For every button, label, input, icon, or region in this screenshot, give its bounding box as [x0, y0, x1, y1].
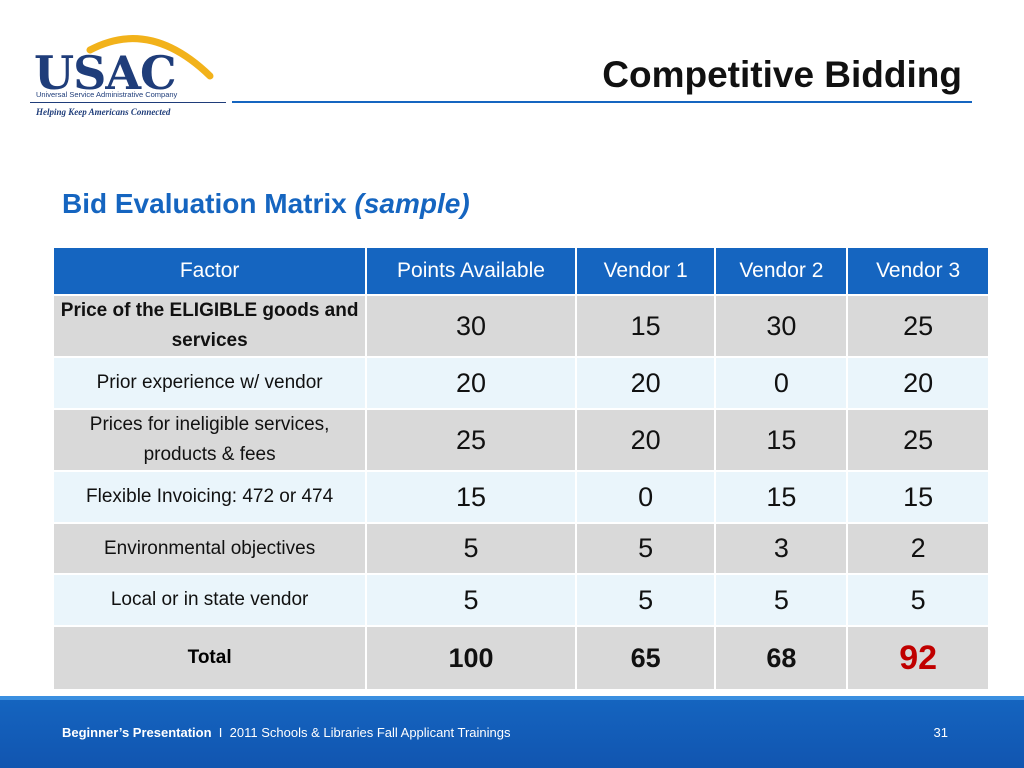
logo-tagline: Helping Keep Americans Connected: [36, 107, 171, 117]
value-cell: 30: [714, 294, 849, 358]
bid-evaluation-table: Factor Points Available Vendor 1 Vendor …: [51, 246, 990, 691]
table-row: Price of the ELIGIBLE goods and services…: [51, 294, 990, 358]
footer-separator: I: [218, 725, 223, 740]
table-row: Prior experience w/ vendor 20 20 0 20: [51, 356, 990, 410]
value-cell: 5: [574, 573, 717, 627]
total-value: 100: [365, 625, 577, 691]
column-header: Vendor 1: [574, 246, 717, 296]
value-cell: 15: [714, 408, 849, 472]
total-value: 65: [574, 625, 717, 691]
factor-cell: Prior experience w/ vendor: [51, 356, 368, 410]
factor-cell: Flexible Invoicing: 472 or 474: [51, 470, 368, 524]
value-cell: 15: [365, 470, 577, 524]
usac-logo: USAC Universal Service Administrative Co…: [30, 28, 230, 123]
footer-event-name: 2011 Schools & Libraries Fall Applicant …: [229, 725, 511, 740]
column-header: Vendor 2: [714, 246, 849, 296]
table-header-row: Factor Points Available Vendor 1 Vendor …: [51, 246, 990, 296]
total-value: 68: [714, 625, 849, 691]
value-cell: 20: [365, 356, 577, 410]
winning-total-value: 92: [846, 625, 990, 691]
column-header: Factor: [51, 246, 368, 296]
value-cell: 15: [714, 470, 849, 524]
value-cell: 0: [574, 470, 717, 524]
value-cell: 30: [365, 294, 577, 358]
table-row: Local or in state vendor 5 5 5 5: [51, 573, 990, 627]
value-cell: 5: [574, 522, 717, 575]
slide-title: Competitive Bidding: [602, 54, 962, 95]
value-cell: 5: [714, 573, 849, 627]
value-cell: 15: [574, 294, 717, 358]
factor-cell: Prices for ineligible services, products…: [51, 408, 368, 472]
value-cell: 25: [846, 408, 990, 472]
footer-caption: Beginner’s Presentation I 2011 Schools &…: [62, 725, 511, 740]
total-label: Total: [51, 625, 368, 691]
value-cell: 15: [846, 470, 990, 524]
table-row: Flexible Invoicing: 472 or 474 15 0 15 1…: [51, 470, 990, 524]
title-divider: [232, 101, 972, 103]
table-total-row: Total 100 65 68 92: [51, 625, 990, 691]
factor-cell: Local or in state vendor: [51, 573, 368, 627]
value-cell: 0: [714, 356, 849, 410]
section-title-text: Bid Evaluation Matrix: [62, 188, 347, 219]
value-cell: 3: [714, 522, 849, 575]
value-cell: 5: [846, 573, 990, 627]
value-cell: 20: [846, 356, 990, 410]
section-title-emphasis: (sample): [354, 188, 470, 219]
logo-arc-icon: [86, 35, 214, 80]
factor-cell: Price of the ELIGIBLE goods and services: [51, 294, 368, 358]
footer-bar: Beginner’s Presentation I 2011 Schools &…: [0, 696, 1024, 768]
logo-wordmark: USAC: [34, 46, 177, 100]
value-cell: 25: [846, 294, 990, 358]
column-header: Vendor 3: [846, 246, 990, 296]
footer-accent-line: [0, 696, 1024, 700]
value-cell: 20: [574, 408, 717, 472]
page-number: 31: [933, 725, 948, 740]
logo-subtitle: Universal Service Administrative Company: [36, 90, 178, 99]
value-cell: 20: [574, 356, 717, 410]
value-cell: 25: [365, 408, 577, 472]
value-cell: 5: [365, 522, 577, 575]
table-row: Environmental objectives 5 5 3 2: [51, 522, 990, 575]
section-title: Bid Evaluation Matrix (sample): [62, 188, 470, 220]
factor-cell: Environmental objectives: [51, 522, 368, 575]
logo-divider: [30, 102, 226, 103]
footer-presentation-name: Beginner’s Presentation: [62, 725, 212, 740]
column-header: Points Available: [365, 246, 577, 296]
table-row: Prices for ineligible services, products…: [51, 408, 990, 472]
value-cell: 2: [846, 522, 990, 575]
value-cell: 5: [365, 573, 577, 627]
